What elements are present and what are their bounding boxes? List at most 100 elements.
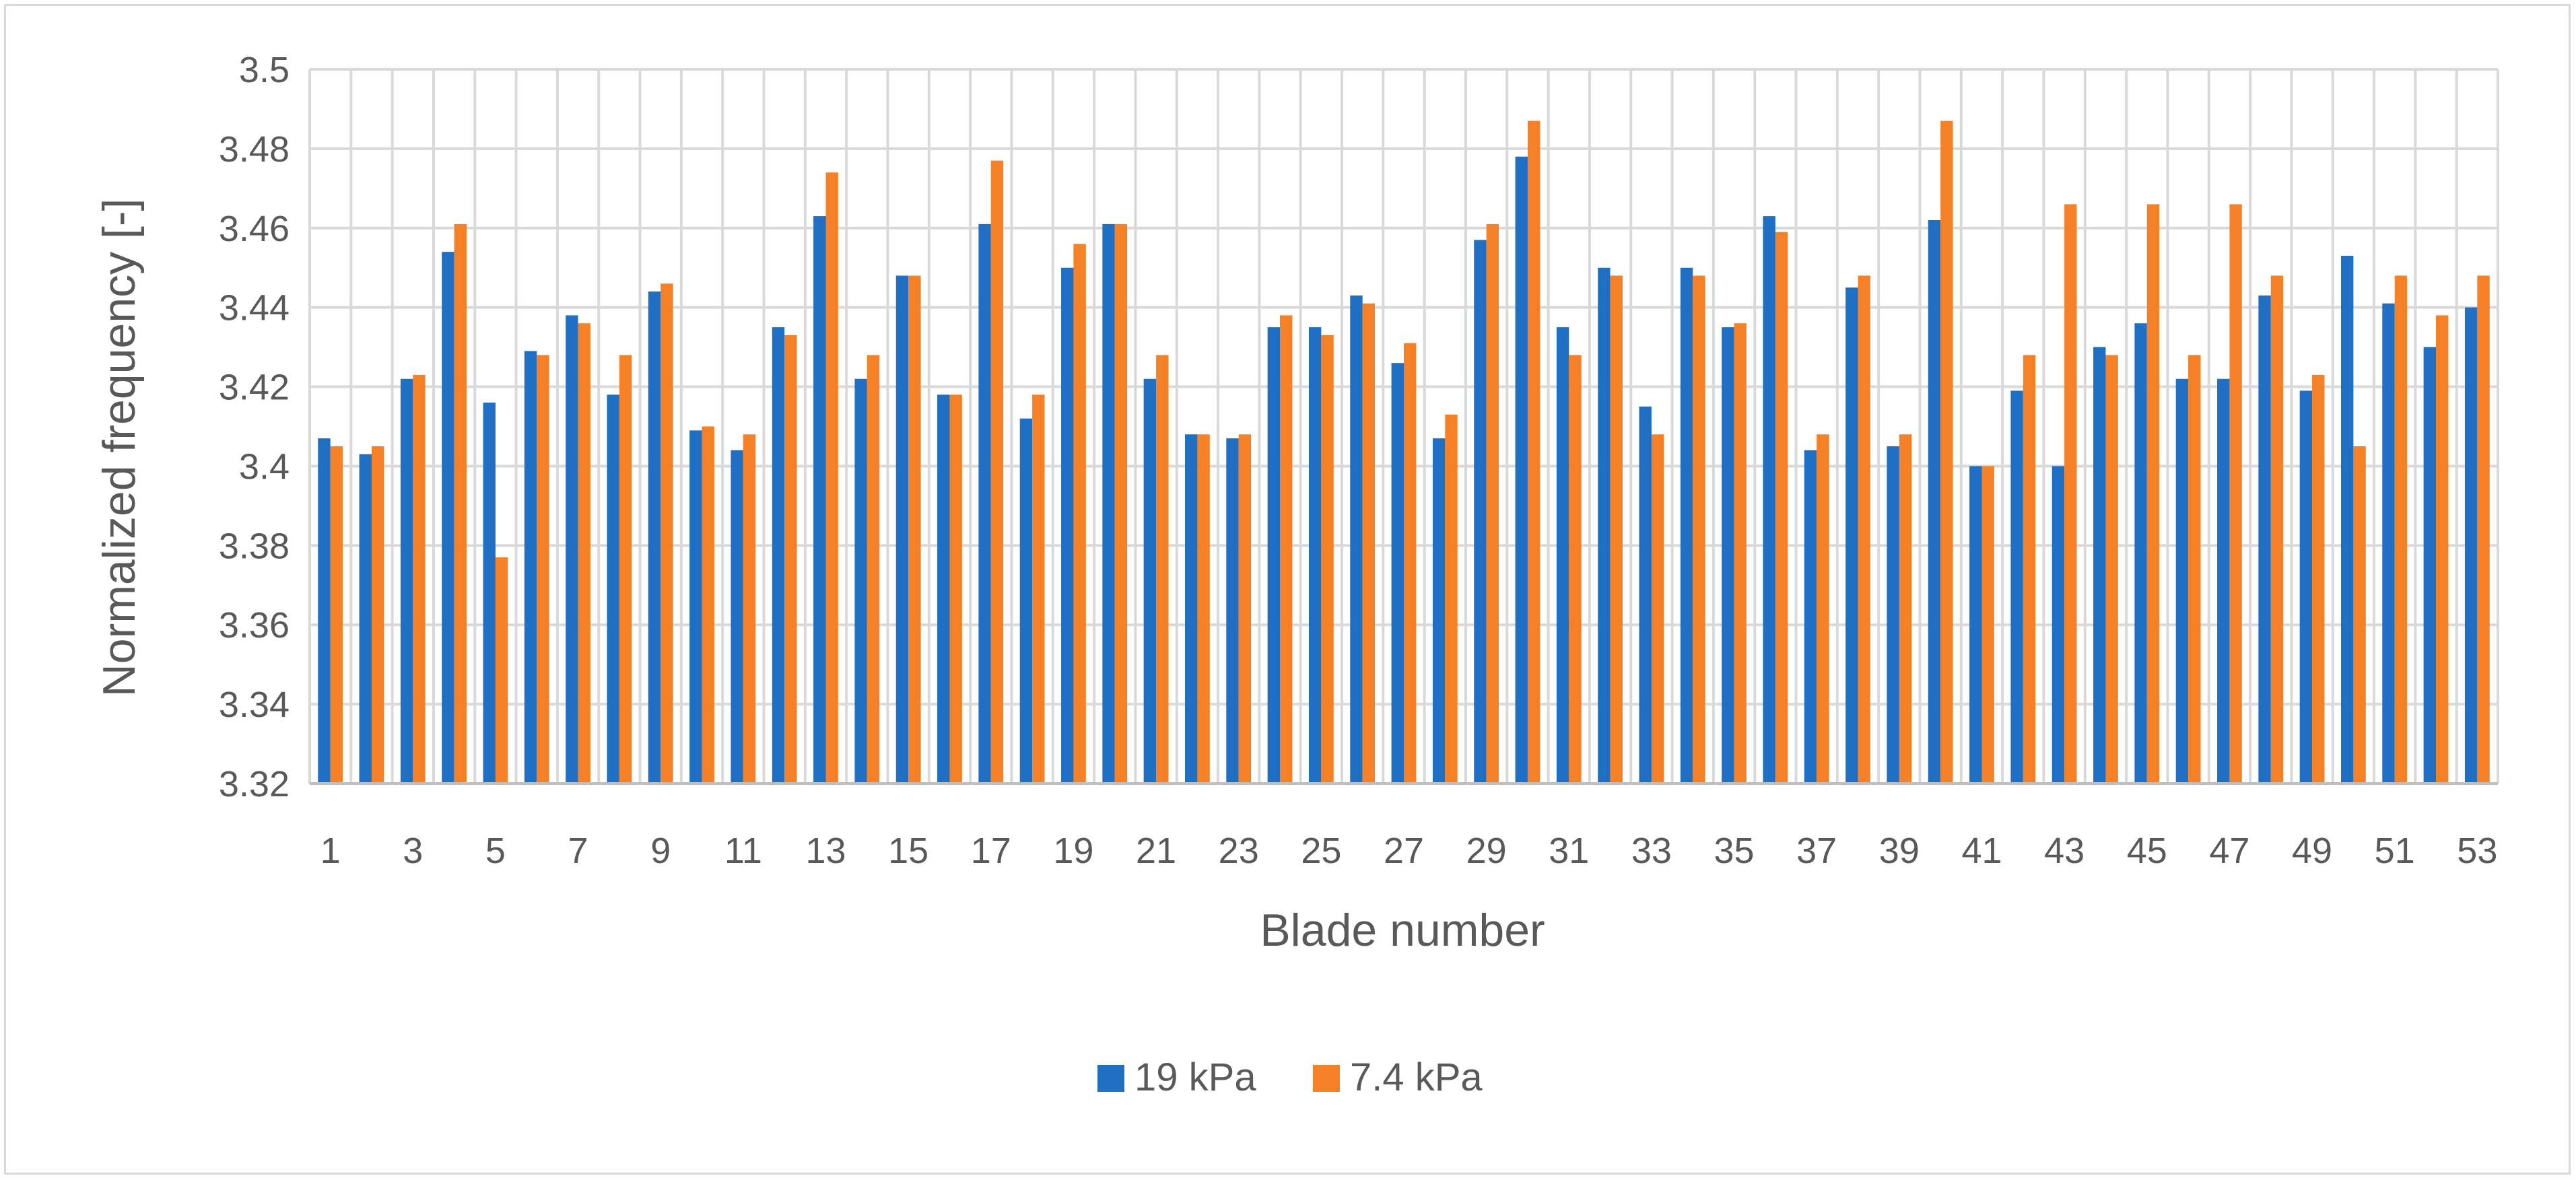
x-tick-label: 29: [1466, 831, 1507, 871]
bar-7-4-kpa-blade-35: [1734, 323, 1747, 784]
bar-7-4-kpa-blade-30: [1527, 120, 1540, 784]
bar-19-kpa-blade-27: [1391, 363, 1404, 784]
bar-19-kpa-blade-40: [1928, 219, 1941, 784]
bar-7-4-kpa-blade-12: [784, 335, 797, 784]
bar-19-kpa-blade-4: [442, 252, 454, 784]
x-axis-title: Blade number: [1260, 905, 1545, 956]
bar-19-kpa-blade-48: [2258, 295, 2271, 784]
bar-19-kpa-blade-19: [1061, 267, 1074, 784]
x-tick-label: 39: [1879, 831, 1920, 871]
x-tick-label: 17: [971, 831, 1011, 871]
bar-19-kpa-blade-37: [1804, 450, 1817, 784]
legend-swatch-7-4kpa: [1313, 1065, 1340, 1092]
bar-7-4-kpa-blade-29: [1486, 223, 1499, 784]
y-tick-label: 3.48: [219, 129, 290, 170]
y-tick-labels: 3.32 3.34 3.36 3.38 3.4 3.42 3.44 3.46 3.48 3.5: [219, 50, 290, 804]
bar-7-4-kpa-blade-16: [949, 394, 962, 784]
bar-7-4-kpa-blade-14: [867, 355, 880, 784]
bar-7-4-kpa-blade-7: [578, 323, 590, 784]
bar-7-4-kpa-blade-33: [1651, 434, 1664, 784]
bar-7-4-kpa-blade-39: [1899, 434, 1912, 784]
bar-7-4-kpa-blade-8: [619, 355, 632, 784]
x-tick-label: 35: [1714, 831, 1755, 871]
bar-7-4-kpa-blade-40: [1940, 120, 1953, 784]
bar-7-4-kpa-blade-50: [2353, 446, 2366, 784]
bar-7-4-kpa-blade-46: [2188, 355, 2201, 784]
bar-7-4-kpa-blade-41: [1981, 466, 1994, 784]
bar-19-kpa-blade-11: [731, 450, 743, 784]
bar-7-4-kpa-blade-15: [908, 275, 921, 784]
bar-19-kpa-blade-22: [1185, 434, 1198, 784]
bar-19-kpa-blade-53: [2464, 307, 2478, 784]
legend: 19 kPa 7.4 kPa: [1097, 1055, 1483, 1099]
y-tick-label: 3.44: [219, 288, 290, 328]
bar-7-4-kpa-blade-43: [2064, 204, 2077, 784]
bar-7-4-kpa-blade-28: [1445, 414, 1458, 784]
bar-19-kpa-blade-44: [2093, 347, 2106, 784]
bar-19-kpa-blade-14: [854, 378, 867, 784]
bar-7-4-kpa-blade-36: [1775, 232, 1788, 784]
bar-7-4-kpa-blade-51: [2394, 275, 2408, 784]
bar-19-kpa-blade-26: [1350, 295, 1363, 784]
x-tick-label: 45: [2127, 831, 2167, 871]
x-tick-labels: 1 3 5 7 9 11 13 15 17 19 21 23 25 27 29 31 33 35 37 39 41 43 4…: [320, 831, 2498, 871]
bar-7-4-kpa-blade-11: [743, 434, 756, 784]
bar-19-kpa-blade-10: [689, 430, 702, 784]
bar-19-kpa-blade-46: [2175, 378, 2189, 784]
bar-19-kpa-blade-15: [895, 275, 909, 784]
bar-7-4-kpa-blade-17: [990, 160, 1004, 784]
bar-7-4-kpa-blade-25: [1321, 335, 1334, 784]
bar-7-4-kpa-blade-27: [1404, 343, 1417, 784]
x-tick-label: 53: [2457, 831, 2497, 871]
bar-7-4-kpa-blade-4: [454, 223, 467, 784]
bar-19-kpa-blade-41: [1969, 466, 1982, 784]
x-tick-label: 49: [2292, 831, 2332, 871]
x-tick-label: 51: [2375, 831, 2415, 871]
bar-19-kpa-blade-25: [1308, 327, 1322, 784]
bar-19-kpa-blade-42: [2010, 390, 2023, 784]
y-tick-label: 3.36: [219, 605, 290, 646]
x-tick-label: 21: [1136, 831, 1176, 871]
bar-19-kpa-blade-34: [1680, 267, 1693, 784]
x-tick-label: 13: [805, 831, 846, 871]
bar-7-4-kpa-blade-9: [660, 283, 673, 784]
bar-19-kpa-blade-2: [359, 454, 372, 784]
bar-7-4-kpa-blade-2: [371, 446, 384, 784]
bar-7-4-kpa-blade-48: [2270, 275, 2284, 784]
bar-19-kpa-blade-35: [1722, 327, 1734, 784]
bar-7-4-kpa-blade-21: [1156, 355, 1169, 784]
x-tick-label: 31: [1549, 831, 1589, 871]
bar-7-4-kpa-blade-32: [1610, 275, 1623, 784]
bar-19-kpa-blade-31: [1556, 327, 1569, 784]
x-tick-label: 9: [650, 831, 671, 871]
bar-7-4-kpa-blade-10: [702, 426, 714, 784]
bar-19-kpa-blade-1: [318, 438, 331, 784]
bar-7-4-kpa-blade-49: [2312, 374, 2325, 784]
y-tick-label: 3.42: [219, 368, 290, 408]
bar-19-kpa-blade-24: [1267, 327, 1281, 784]
bar-19-kpa-blade-43: [2052, 466, 2065, 784]
bar-7-4-kpa-blade-1: [330, 446, 343, 784]
y-tick-label: 3.34: [219, 685, 290, 725]
bar-19-kpa-blade-38: [1845, 287, 1858, 784]
bar-7-4-kpa-blade-20: [1114, 223, 1128, 784]
x-tick-label: 1: [320, 831, 341, 871]
bar-7-4-kpa-blade-5: [495, 557, 508, 784]
bar-7-4-kpa-blade-38: [1858, 275, 1870, 784]
bar-19-kpa-blade-52: [2423, 347, 2437, 784]
bar-19-kpa-blade-8: [607, 394, 619, 784]
x-tick-label: 25: [1301, 831, 1341, 871]
bar-19-kpa-blade-49: [2299, 390, 2313, 784]
x-tick-label: 3: [403, 831, 423, 871]
y-tick-label: 3.46: [219, 209, 290, 249]
bar-19-kpa-blade-51: [2382, 303, 2395, 784]
x-tick-label: 15: [888, 831, 928, 871]
bar-7-4-kpa-blade-34: [1693, 275, 1705, 784]
y-tick-label: 3.38: [219, 526, 290, 566]
bar-7-4-kpa-blade-52: [2436, 315, 2449, 784]
x-tick-label: 5: [485, 831, 506, 871]
bar-19-kpa-blade-21: [1143, 378, 1157, 784]
bar-19-kpa-blade-5: [483, 403, 496, 784]
legend-swatch-19kpa: [1097, 1065, 1124, 1092]
